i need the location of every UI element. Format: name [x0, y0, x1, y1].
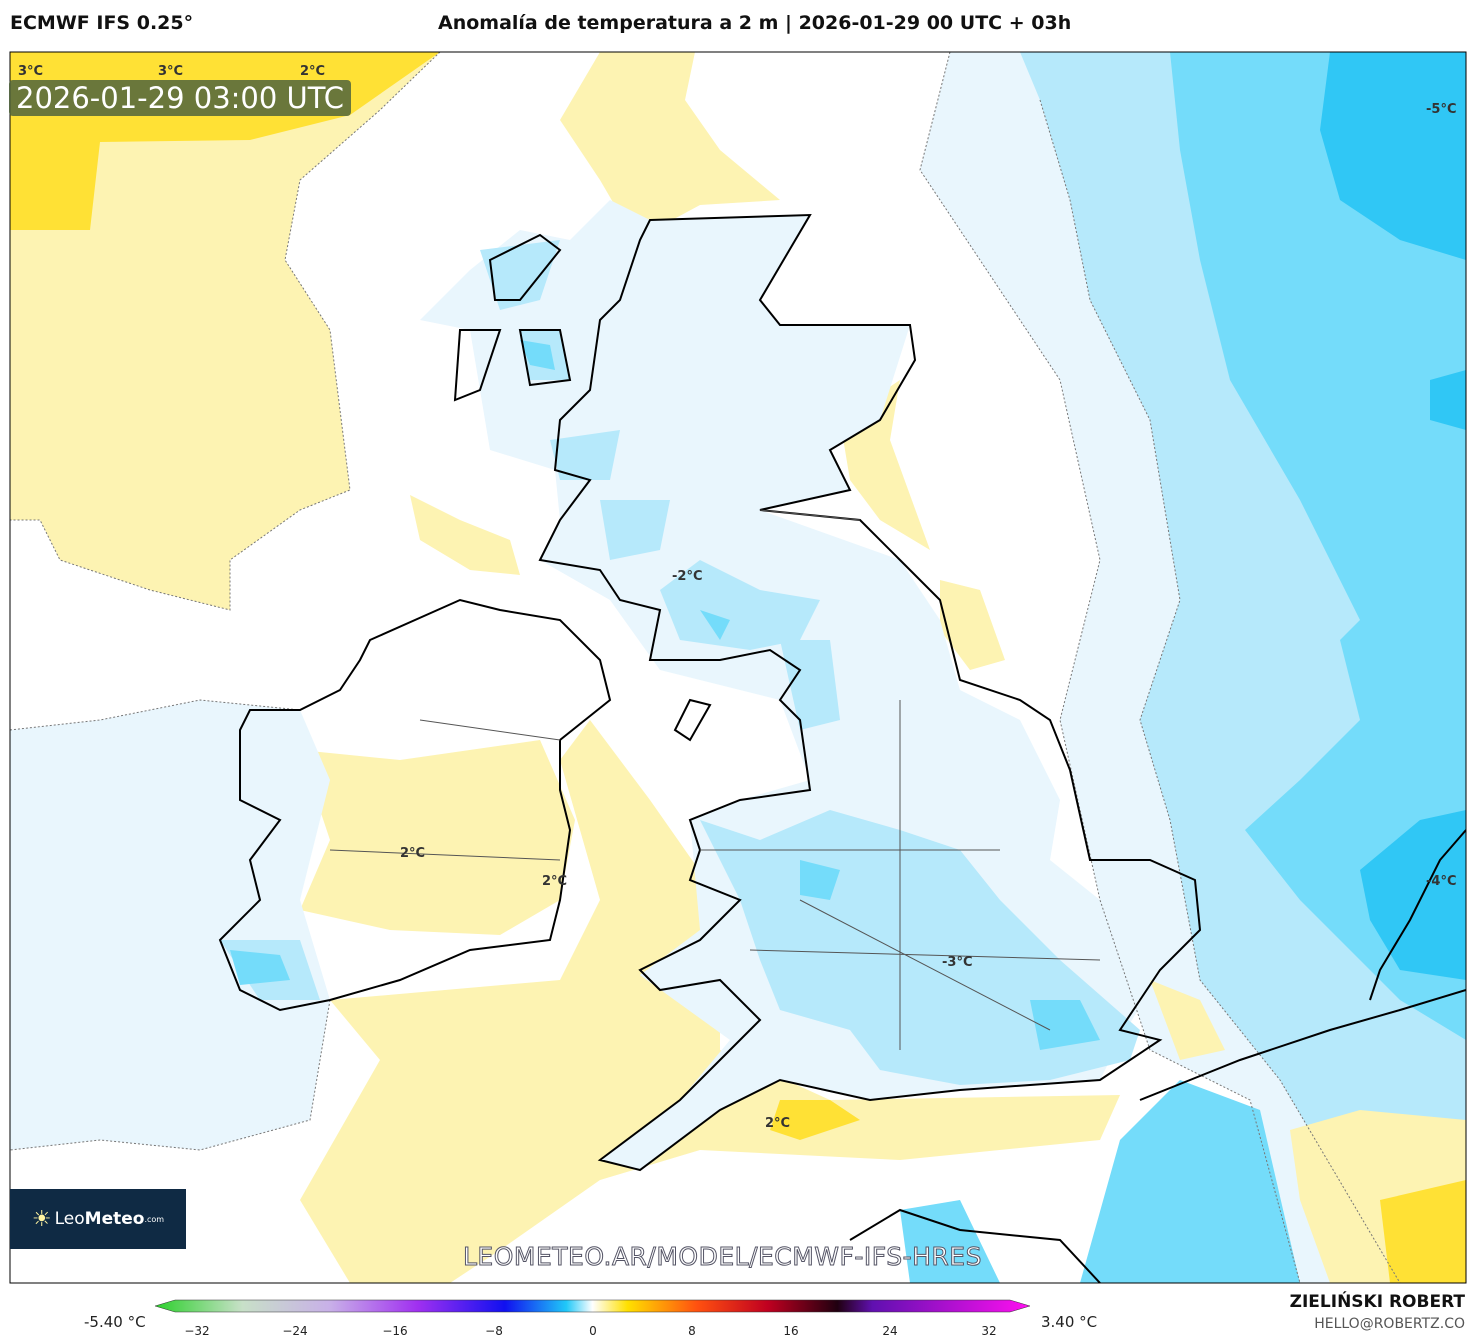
author-credit: ZIELIŃSKI ROBERT: [1289, 1292, 1465, 1312]
coastlines: [218, 213, 1466, 1283]
logo-text-bold: Meteo: [84, 1209, 145, 1229]
colorbar-tick: −8: [485, 1324, 503, 1338]
contour-label: -5°C: [1426, 102, 1457, 117]
colorbar-tick: 32: [981, 1324, 997, 1338]
map-frame: [9, 51, 1467, 1284]
colorbar: [154, 1299, 1031, 1313]
watermark-url: LEOMETEO.AR/MODEL/ECMWF-IFS-HRES: [463, 1242, 982, 1272]
contour-label: 2°C: [300, 64, 326, 79]
colorbar-tick: −16: [382, 1324, 408, 1338]
contour-label: 2°C: [765, 1116, 791, 1131]
ireland-coast: [218, 598, 612, 1012]
contour-label: 3°C: [18, 64, 44, 79]
colorbar-max-label: 3.40 °C: [1041, 1313, 1098, 1331]
hebrides-coast: [453, 233, 712, 742]
anomaly-zone-blue-france: [900, 1080, 1300, 1283]
contour-label: -4°C: [1426, 874, 1457, 889]
colorbar-tick: −32: [184, 1324, 210, 1338]
contour-label: 3°C: [158, 64, 184, 79]
anomaly-zone-pale-yellow-west: [10, 52, 440, 610]
anomaly-zone-very-light-blue-west: [10, 700, 330, 1150]
anomaly-zone-light-blue-england: [220, 240, 1140, 1085]
admin-boundaries: [329, 509, 1101, 1050]
colorbar-tick: −24: [282, 1324, 308, 1338]
logo-text-light: Leo: [54, 1209, 85, 1229]
anomaly-zone-mid-blue-east: [1170, 52, 1466, 1040]
author-email: HELLO@ROBERTZ.CO: [1314, 1316, 1465, 1332]
colorbar-tick: 24: [882, 1324, 898, 1338]
model-name: ECMWF IFS 0.25°: [10, 12, 194, 34]
map-title: Anomalía de temperatura a 2 m | 2026-01-…: [438, 12, 1072, 34]
colorbar-tick: 8: [688, 1324, 696, 1338]
great-britain-coast: [538, 213, 1202, 1172]
netherlands-coast: [1369, 829, 1466, 1001]
colorbar-min-label: -5.40 °C: [84, 1313, 146, 1331]
contour-label: -3°C: [942, 955, 973, 970]
colorbar-tick: 0: [589, 1324, 597, 1338]
contour-label: 2°C: [400, 846, 426, 861]
valid-time-label: 2026-01-29 03:00 UTC: [9, 80, 352, 116]
colorbar-tick: 16: [783, 1324, 799, 1338]
sun-icon: ☀: [31, 1206, 52, 1232]
logo-suffix: .com: [144, 1214, 165, 1224]
contour-label: 2°C: [542, 874, 568, 889]
colorbar-gradient: [154, 1299, 1031, 1313]
anomaly-zone-blue-east: [1320, 52, 1466, 980]
leometeo-logo: ☀ Leo Meteo .com: [10, 1189, 186, 1249]
france-coast: [849, 989, 1466, 1283]
contour-label: -2°C: [672, 569, 703, 584]
